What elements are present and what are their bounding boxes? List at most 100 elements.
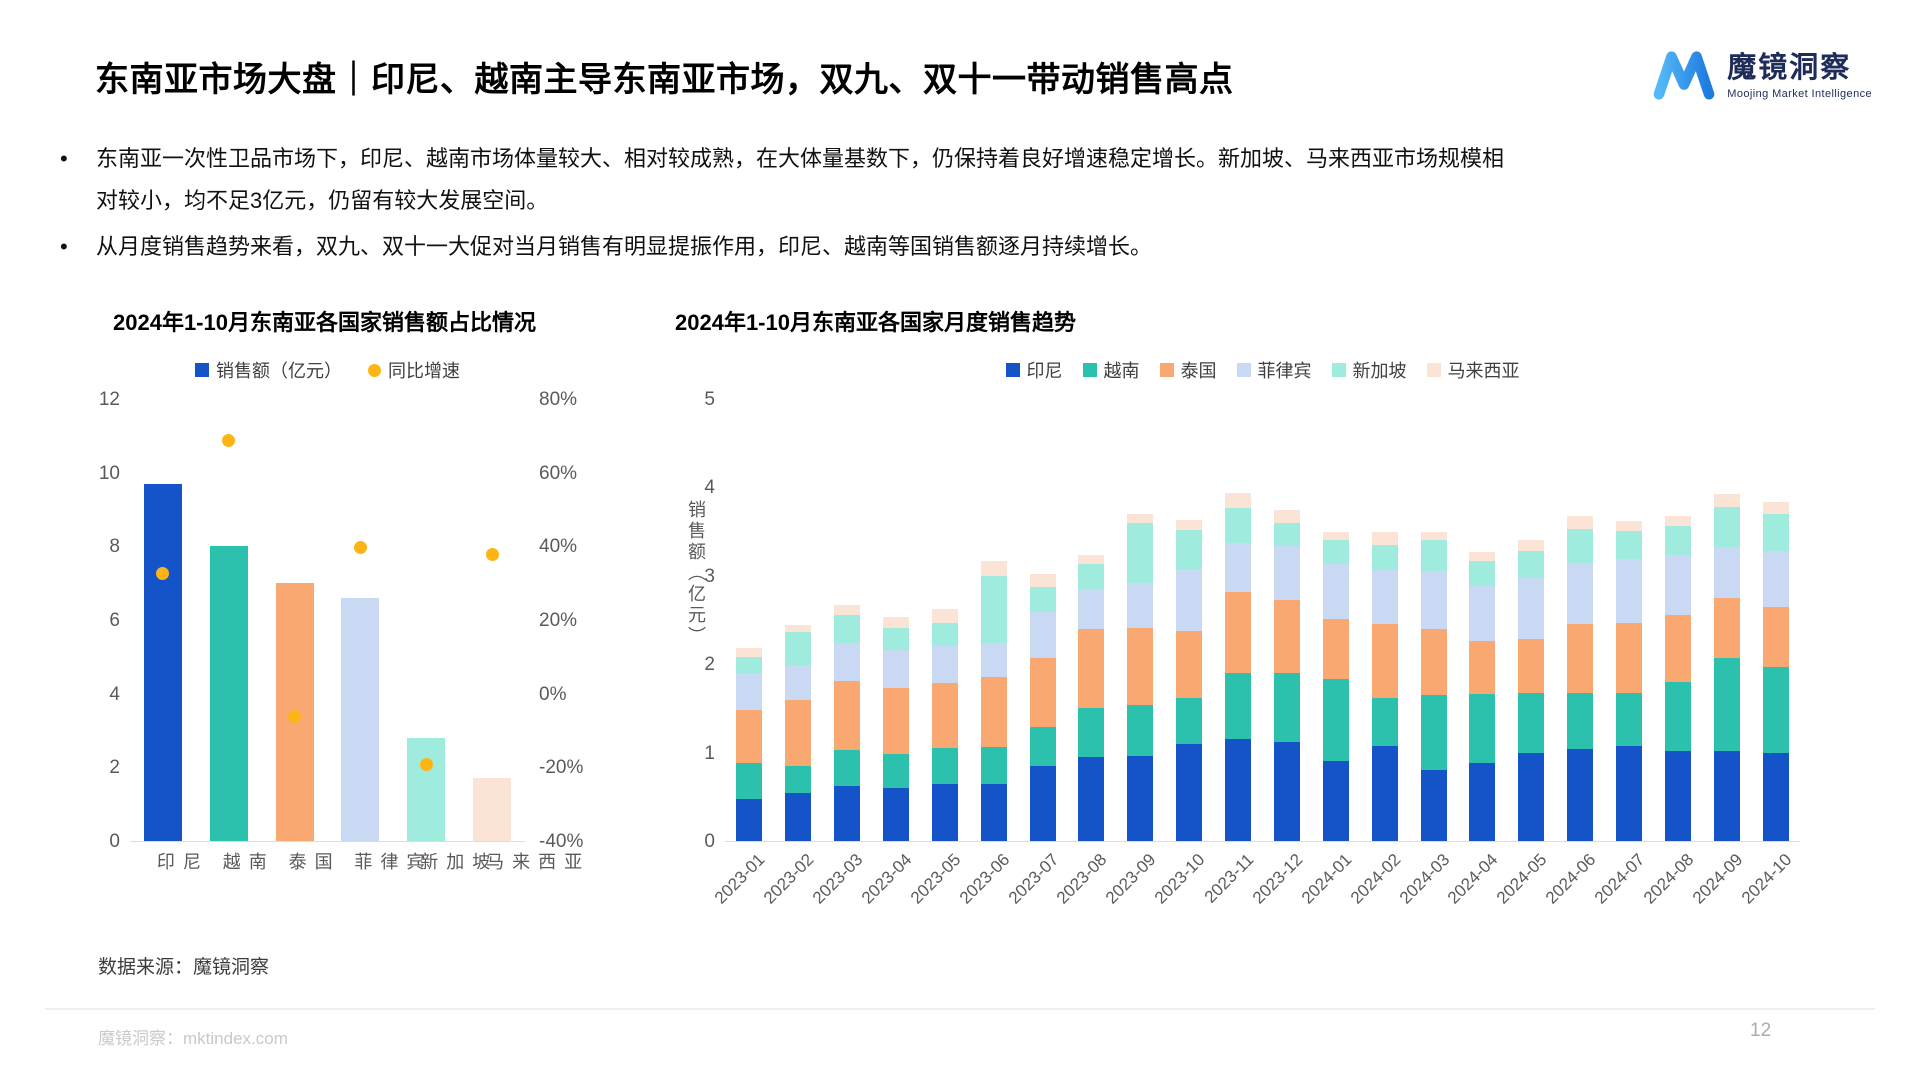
stack-segment-2023-09-马来西亚 bbox=[1127, 513, 1154, 523]
stack-segment-2024-07-新加坡 bbox=[1615, 530, 1642, 560]
stack-segment-2023-02-泰国 bbox=[785, 700, 812, 766]
stack-segment-2024-10-菲律宾 bbox=[1762, 551, 1789, 607]
y-axis-tick-1: 1 bbox=[704, 742, 715, 764]
y-axis-tick-2: 2 bbox=[704, 654, 715, 676]
stack-segment-2024-05-泰国 bbox=[1518, 639, 1545, 693]
stack-segment-2023-07-菲律宾 bbox=[1029, 612, 1056, 659]
legend-item-新加坡: 新加坡 bbox=[1331, 357, 1407, 383]
stack-segment-2023-06-泰国 bbox=[980, 676, 1007, 748]
stack-segment-2023-07-新加坡 bbox=[1029, 587, 1056, 613]
stack-segment-2023-04-马来西亚 bbox=[883, 617, 910, 628]
stack-segment-2023-10-泰国 bbox=[1176, 630, 1203, 698]
stack-segment-2023-10-菲律宾 bbox=[1176, 568, 1203, 631]
legend-label: 越南 bbox=[1103, 361, 1140, 381]
stack-segment-2024-08-泰国 bbox=[1664, 614, 1691, 682]
right-axis-tick-20: 20% bbox=[539, 610, 578, 631]
stack-segment-2023-04-泰国 bbox=[883, 688, 910, 755]
left-axis-tick-12: 12 bbox=[98, 389, 120, 410]
growth-dot-5 bbox=[419, 758, 433, 772]
legend-label: 新加坡 bbox=[1352, 361, 1407, 381]
stack-segment-2023-03-泰国 bbox=[834, 681, 861, 750]
stack-segment-2024-04-菲律宾 bbox=[1469, 585, 1496, 642]
stack-segment-2024-07-越南 bbox=[1615, 693, 1642, 747]
stack-segment-2024-10-马来西亚 bbox=[1762, 501, 1789, 514]
stack-segment-2024-05-马来西亚 bbox=[1518, 540, 1545, 552]
sales-bar-6 bbox=[473, 778, 512, 841]
stack-segment-2023-09-新加坡 bbox=[1127, 522, 1154, 583]
stack-segment-2023-10-马来西亚 bbox=[1176, 520, 1203, 530]
y-axis-tick-3: 3 bbox=[704, 565, 715, 587]
stack-segment-2023-02-马来西亚 bbox=[785, 625, 812, 633]
stack-segment-2023-04-新加坡 bbox=[883, 627, 910, 651]
stack-segment-2024-04-越南 bbox=[1469, 694, 1496, 764]
stack-segment-2024-01-印尼 bbox=[1322, 761, 1349, 841]
stack-segment-2023-12-泰国 bbox=[1273, 599, 1300, 674]
stack-segment-2024-07-印尼 bbox=[1615, 746, 1642, 841]
stack-segment-2023-09-泰国 bbox=[1127, 627, 1154, 705]
growth-legend-label: 同比增速 bbox=[388, 361, 460, 381]
growth-dot-2 bbox=[222, 434, 236, 448]
x-category-label: 印尼 bbox=[154, 852, 201, 872]
stack-segment-2024-04-新加坡 bbox=[1469, 560, 1496, 586]
stack-segment-2023-08-马来西亚 bbox=[1078, 555, 1105, 565]
stack-segment-2024-09-新加坡 bbox=[1713, 506, 1740, 547]
stack-segment-2024-10-越南 bbox=[1762, 666, 1789, 753]
stack-segment-2024-05-印尼 bbox=[1518, 752, 1545, 841]
stack-segment-2024-03-泰国 bbox=[1420, 628, 1447, 696]
stack-segment-2024-08-马来西亚 bbox=[1664, 515, 1691, 527]
sales-bar-2 bbox=[209, 546, 248, 841]
growth-dot-1 bbox=[156, 566, 170, 580]
bullet-item: • 东南亚一次性卫品市场下，印尼、越南市场体量较大、相对较成熟，在大体量基数下，… bbox=[60, 138, 1510, 222]
stack-segment-2023-06-印尼 bbox=[980, 784, 1007, 841]
bullet-item: • 从月度销售趋势来看，双九、双十一大促对当月销售有明显提振作用，印尼、越南等国… bbox=[60, 226, 1510, 268]
stack-segment-2023-05-新加坡 bbox=[931, 622, 958, 646]
stack-segment-2023-06-菲律宾 bbox=[980, 643, 1007, 677]
stack-segment-2023-11-马来西亚 bbox=[1225, 492, 1252, 508]
right-axis-tick--20: -20% bbox=[539, 757, 584, 779]
stack-segment-2024-06-越南 bbox=[1567, 693, 1594, 750]
stack-segment-2023-12-菲律宾 bbox=[1273, 545, 1300, 600]
stack-segment-2023-11-菲律宾 bbox=[1225, 543, 1252, 592]
stack-segment-2024-09-印尼 bbox=[1713, 750, 1740, 841]
stack-segment-2024-02-越南 bbox=[1371, 697, 1398, 747]
stack-segment-2023-09-菲律宾 bbox=[1127, 582, 1154, 628]
stack-segment-2023-05-越南 bbox=[931, 748, 958, 785]
stack-segment-2023-01-泰国 bbox=[736, 710, 763, 764]
stack-segment-2024-05-越南 bbox=[1518, 692, 1545, 753]
stack-segment-2023-09-越南 bbox=[1127, 704, 1154, 757]
right-chart-title: 2024年1-10月东南亚各国家月度销售趋势 bbox=[675, 310, 1076, 335]
stack-segment-2023-12-马来西亚 bbox=[1273, 509, 1300, 523]
brand-tagline: Moojing Market Intelligence bbox=[1727, 87, 1872, 100]
stack-segment-2024-01-新加坡 bbox=[1322, 540, 1349, 565]
stack-segment-2023-01-马来西亚 bbox=[736, 648, 763, 658]
stack-segment-2024-01-菲律宾 bbox=[1322, 564, 1349, 620]
stack-segment-2024-06-印尼 bbox=[1567, 749, 1594, 841]
right-axis-tick--40: -40% bbox=[539, 831, 584, 852]
left-chart-title: 2024年1-10月东南亚各国家销售额占比情况 bbox=[113, 310, 536, 335]
left-axis-tick-4: 4 bbox=[109, 683, 120, 705]
legend-item-growth: 同比增速 bbox=[368, 357, 460, 383]
x-category-label: 新加坡 bbox=[418, 852, 491, 872]
stack-segment-2023-12-新加坡 bbox=[1273, 522, 1300, 546]
stack-segment-2023-12-印尼 bbox=[1273, 742, 1300, 841]
stack-segment-2023-02-新加坡 bbox=[785, 632, 812, 666]
monthly-trend-chart: 2024年1-10月东南亚各国家月度销售趋势 印尼 越南 泰国 菲律宾 新加坡 马来西亚 … bbox=[675, 305, 1885, 908]
stack-segment-2024-02-马来西亚 bbox=[1371, 531, 1398, 545]
growth-legend-swatch bbox=[368, 363, 381, 377]
data-source-note: 数据来源：魔镜洞察 bbox=[98, 957, 270, 978]
stack-segment-2024-01-越南 bbox=[1322, 679, 1349, 762]
sales-bar-4 bbox=[341, 597, 380, 841]
stack-segment-2024-02-印尼 bbox=[1371, 746, 1398, 841]
stack-segment-2023-01-印尼 bbox=[736, 798, 763, 841]
stack-segment-2024-02-菲律宾 bbox=[1371, 569, 1398, 625]
stack-segment-2023-07-马来西亚 bbox=[1029, 574, 1056, 588]
stack-segment-2023-01-菲律宾 bbox=[736, 673, 763, 711]
right-chart-plot-area: 0 1 2 3 4 5 2023-01 2023-02 2023-03 2023-04 2023-0… bbox=[704, 389, 1800, 908]
stack-segment-2023-08-越南 bbox=[1078, 708, 1105, 758]
stack-segment-2024-06-马来西亚 bbox=[1567, 515, 1594, 529]
y-axis-tick-0: 0 bbox=[704, 831, 715, 852]
sales-legend-label: 销售额（亿元） bbox=[216, 361, 342, 381]
stack-segment-2023-11-印尼 bbox=[1225, 739, 1252, 841]
stack-segment-2024-06-泰国 bbox=[1567, 624, 1594, 694]
